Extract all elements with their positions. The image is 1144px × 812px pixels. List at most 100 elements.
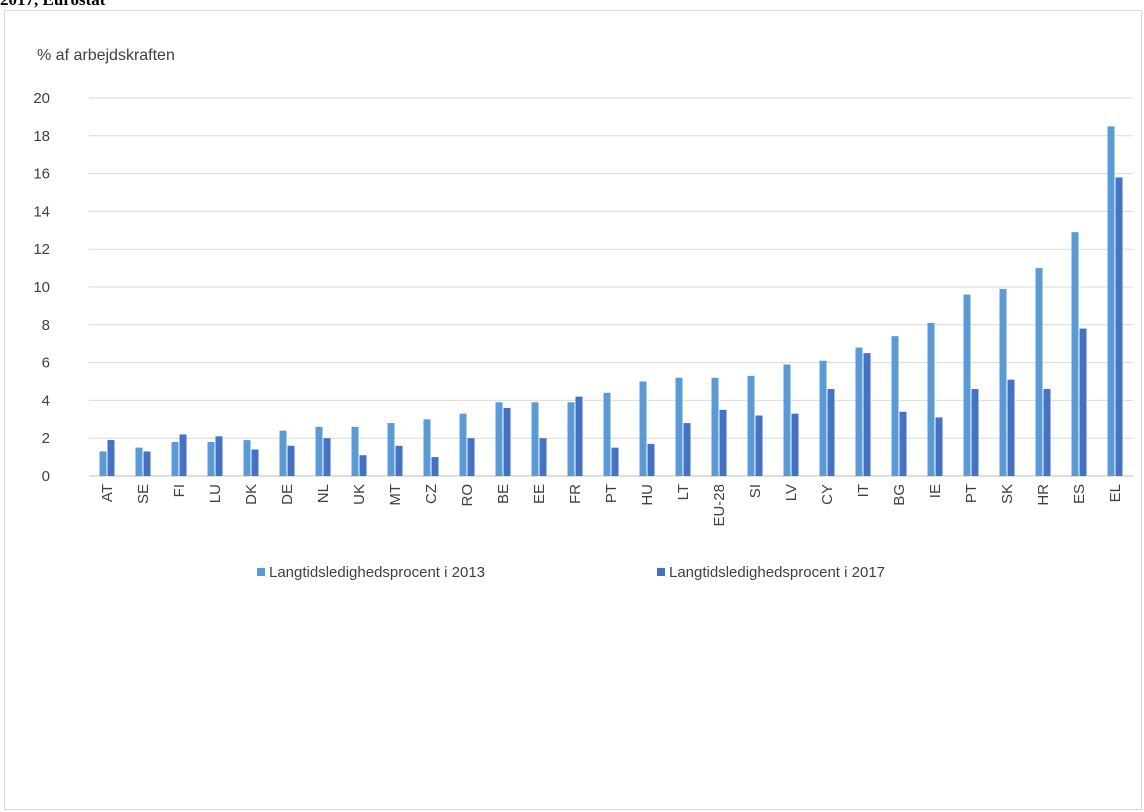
x-tick-label: EE [531,484,548,504]
bar-2013-lt [675,377,683,476]
bar-2013-fi [171,441,179,476]
bar-2013-lu [207,441,215,476]
x-tick-label: PT [963,484,980,503]
x-tick-label: SE [135,484,152,504]
x-tick-label: LT [675,484,692,500]
bar-2013-cz [423,419,431,476]
source-caption: 2017, Eurostat [0,0,105,10]
bar-2017-lv [791,413,799,476]
y-tick-label: 16 [33,166,50,183]
bar-2017-lt [683,423,691,476]
bar-2017-pt [971,389,979,476]
x-tick-label: LV [783,484,800,501]
bar-2013-sk [999,288,1007,476]
bar-2017-at [107,440,115,476]
bar-2017-be [503,407,511,476]
bar-2013-be [495,402,503,476]
bar-2013-si [747,375,755,476]
bar-2017-lu [215,436,223,476]
bar-2017-ee [539,438,547,476]
bar-2017-si [755,415,763,476]
y-tick-labels: 0 2 4 6 8 10 12 14 16 18 20 [33,90,50,485]
x-tick-label: IT [855,484,872,497]
bar-2017-ro [467,438,475,476]
bar-2017-es [1079,328,1087,476]
legend-label: Langtidsledighedsprocent i 2013 [269,564,485,581]
bar-2017-dk [251,449,259,476]
bar-2017-pt [611,447,619,476]
x-tick-label: BE [495,484,512,504]
gridlines [89,97,1133,477]
x-tick-labels: AT SE FI LU DK DE NL UK MT CZ RO BE EE FR PT HU LT EU-28 S… [99,484,1124,527]
x-tick-label: CY [819,484,836,505]
bar-2013-lv [783,364,791,476]
bar-2017-ie [935,417,943,476]
bar-2017-uk [359,455,367,476]
x-tick-label: MT [387,484,404,506]
bar-2017-bg [899,411,907,476]
x-tick-label: SK [999,484,1016,504]
bar-2013-pt [963,294,971,476]
legend: Langtidsledighedsprocent i 2013 Langtidsl… [257,564,885,581]
bar-2013-se [135,447,143,476]
x-tick-label: SI [747,484,764,498]
y-tick-label: 18 [33,128,50,145]
bar-2013-pt [603,392,611,476]
bar-2017-fr [575,396,583,476]
bar-2017-eu-28 [719,409,727,476]
bar-2013-ro [459,413,467,476]
x-tick-label: IE [927,484,944,498]
bar-2017-cy [827,389,835,476]
bars [99,126,1123,476]
x-tick-label: DE [279,484,296,505]
bar-2017-el [1115,177,1123,476]
x-tick-label: HU [639,484,656,506]
y-axis-label: % af arbejdskraften [37,47,175,64]
x-tick-label: RO [459,484,476,507]
bar-2017-sk [1007,379,1015,476]
y-tick-label: 4 [42,392,50,409]
x-tick-label: EL [1107,484,1124,502]
bar-chart: 0 2 4 6 8 10 12 14 16 18 20 AT SE FI LU DK DE NL UK MT CZ RO… [33,47,1133,581]
bar-2017-hr [1043,389,1051,476]
x-tick-label: NL [315,484,332,503]
bar-2013-at [99,451,107,476]
y-tick-label: 12 [33,241,50,258]
y-tick-label: 2 [42,430,50,447]
legend-swatch [257,568,265,576]
x-tick-label: AT [99,484,116,502]
bar-2013-de [279,430,287,476]
y-tick-label: 0 [42,468,50,485]
chart-frame: 0 2 4 6 8 10 12 14 16 18 20 AT SE FI LU DK DE NL UK MT CZ RO… [4,10,1142,810]
y-tick-label: 14 [33,203,50,220]
bar-2013-cy [819,360,827,476]
y-tick-label: 8 [42,317,50,334]
x-tick-label: FI [171,484,188,497]
bar-2017-se [143,451,151,476]
bar-2013-es [1071,232,1079,476]
x-tick-label: DK [243,484,260,505]
y-tick-label: 20 [33,90,50,107]
x-tick-label: CZ [423,484,440,504]
bar-2013-el [1107,126,1115,476]
bar-2013-hu [639,381,647,476]
bar-2013-hr [1035,268,1043,476]
bar-2013-dk [243,440,251,476]
x-tick-label: HR [1035,484,1052,506]
bar-2013-ie [927,322,935,476]
bar-2013-it [855,347,863,476]
bar-2013-bg [891,336,899,476]
bar-2013-mt [387,423,395,476]
bar-2013-eu-28 [711,377,719,476]
legend-label: Langtidsledighedsprocent i 2017 [669,564,885,581]
bar-2013-fr [567,402,575,476]
x-tick-label: PT [603,484,620,503]
bar-2017-nl [323,438,331,476]
x-tick-label: FR [567,484,584,504]
bar-2017-mt [395,445,403,476]
x-tick-label: BG [891,484,908,506]
bar-2017-it [863,353,871,476]
x-tick-label: LU [207,484,224,503]
bar-2013-uk [351,426,359,476]
y-tick-label: 10 [33,279,50,296]
